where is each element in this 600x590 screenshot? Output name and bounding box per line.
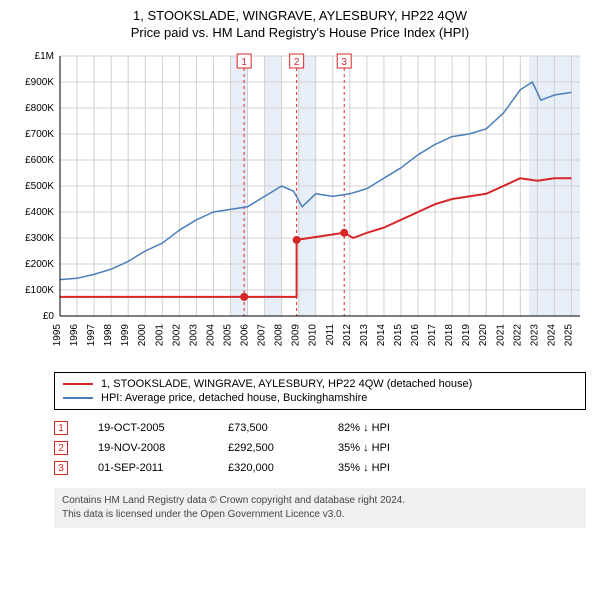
event-date: 19-OCT-2005 xyxy=(98,422,198,434)
svg-text:1998: 1998 xyxy=(103,324,114,347)
svg-text:1997: 1997 xyxy=(86,324,97,347)
svg-text:2000: 2000 xyxy=(137,324,148,347)
footer-attribution: Contains HM Land Registry data © Crown c… xyxy=(54,488,586,528)
svg-text:£300K: £300K xyxy=(25,233,54,244)
svg-text:2005: 2005 xyxy=(222,324,233,347)
svg-text:1: 1 xyxy=(241,57,247,68)
svg-text:2016: 2016 xyxy=(410,324,421,347)
svg-text:2024: 2024 xyxy=(546,324,557,347)
legend-row: 1, STOOKSLADE, WINGRAVE, AYLESBURY, HP22… xyxy=(63,377,577,391)
svg-text:2001: 2001 xyxy=(154,324,165,347)
event-date: 19-NOV-2008 xyxy=(98,442,198,454)
svg-text:2008: 2008 xyxy=(274,324,285,347)
svg-text:£100K: £100K xyxy=(25,285,54,296)
event-delta: 82% ↓ HPI xyxy=(338,422,428,434)
svg-text:2020: 2020 xyxy=(478,324,489,347)
svg-text:2009: 2009 xyxy=(291,324,302,347)
svg-text:£500K: £500K xyxy=(25,181,54,192)
event-price: £292,500 xyxy=(228,442,308,454)
footer-line-2: This data is licensed under the Open Gov… xyxy=(62,508,578,522)
legend-label: 1, STOOKSLADE, WINGRAVE, AYLESBURY, HP22… xyxy=(101,378,472,390)
svg-text:2014: 2014 xyxy=(376,324,387,347)
event-price: £73,500 xyxy=(228,422,308,434)
event-delta: 35% ↓ HPI xyxy=(338,442,428,454)
price-chart: £0 £100K £200K £300K £400K £500K £600K £700K £80… xyxy=(10,46,590,366)
svg-text:1995: 1995 xyxy=(52,324,63,347)
legend-row: HPI: Average price, detached house, Buck… xyxy=(63,391,577,405)
event-marker: 1 xyxy=(54,421,68,435)
svg-text:1999: 1999 xyxy=(120,324,131,347)
svg-text:£700K: £700K xyxy=(25,129,54,140)
svg-text:2003: 2003 xyxy=(188,324,199,347)
svg-text:2023: 2023 xyxy=(529,324,540,347)
footer-line-1: Contains HM Land Registry data © Crown c… xyxy=(62,494,578,508)
svg-text:2025: 2025 xyxy=(563,324,574,347)
legend-swatch xyxy=(63,397,93,399)
svg-text:£0: £0 xyxy=(43,311,55,322)
event-marker: 2 xyxy=(54,441,68,455)
svg-text:2019: 2019 xyxy=(461,324,472,347)
event-date: 01-SEP-2011 xyxy=(98,462,198,474)
svg-text:1996: 1996 xyxy=(69,324,80,347)
svg-text:2018: 2018 xyxy=(444,324,455,347)
title-line-1: 1, STOOKSLADE, WINGRAVE, AYLESBURY, HP22… xyxy=(10,8,590,23)
svg-text:3: 3 xyxy=(341,57,347,68)
legend-swatch xyxy=(63,383,93,385)
svg-text:£600K: £600K xyxy=(25,155,54,166)
legend-label: HPI: Average price, detached house, Buck… xyxy=(101,392,367,404)
svg-text:£800K: £800K xyxy=(25,103,54,114)
svg-text:£1M: £1M xyxy=(35,51,54,62)
svg-text:2021: 2021 xyxy=(495,324,506,347)
svg-text:2012: 2012 xyxy=(342,324,353,347)
event-delta: 35% ↓ HPI xyxy=(338,462,428,474)
svg-text:2002: 2002 xyxy=(171,324,182,347)
event-row: 3 01-SEP-2011 £320,000 35% ↓ HPI xyxy=(54,458,586,478)
svg-text:2004: 2004 xyxy=(205,324,216,347)
svg-text:2013: 2013 xyxy=(359,324,370,347)
svg-text:2011: 2011 xyxy=(325,324,336,346)
svg-text:2006: 2006 xyxy=(240,324,251,347)
legend: 1, STOOKSLADE, WINGRAVE, AYLESBURY, HP22… xyxy=(54,372,586,410)
event-marker: 3 xyxy=(54,461,68,475)
svg-text:2007: 2007 xyxy=(257,324,268,347)
event-price: £320,000 xyxy=(228,462,308,474)
svg-text:2: 2 xyxy=(294,57,300,68)
svg-text:2010: 2010 xyxy=(308,324,319,347)
svg-text:£200K: £200K xyxy=(25,259,54,270)
svg-text:£900K: £900K xyxy=(25,77,54,88)
svg-text:2015: 2015 xyxy=(393,324,404,347)
event-table: 1 19-OCT-2005 £73,500 82% ↓ HPI 2 19-NOV-2008… xyxy=(54,418,586,478)
page-container: 1, STOOKSLADE, WINGRAVE, AYLESBURY, HP22… xyxy=(0,0,600,538)
svg-text:2022: 2022 xyxy=(512,324,523,347)
svg-text:£400K: £400K xyxy=(25,207,54,218)
event-row: 2 19-NOV-2008 £292,500 35% ↓ HPI xyxy=(54,438,586,458)
chart-area: £0 £100K £200K £300K £400K £500K £600K £700K £80… xyxy=(10,46,590,366)
title-line-2: Price paid vs. HM Land Registry's House … xyxy=(10,25,590,40)
svg-text:2017: 2017 xyxy=(427,324,438,347)
event-row: 1 19-OCT-2005 £73,500 82% ↓ HPI xyxy=(54,418,586,438)
